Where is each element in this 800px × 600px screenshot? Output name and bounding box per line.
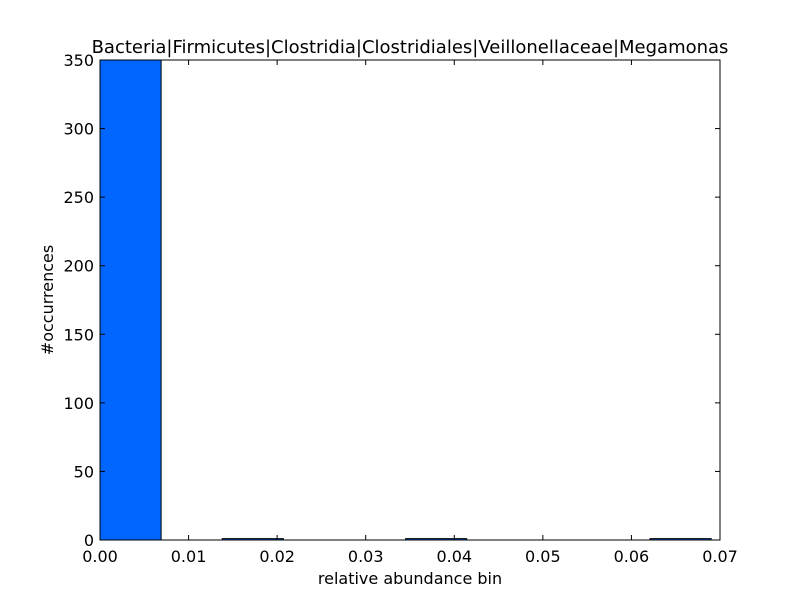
- x-tick-label: 0.06: [614, 547, 650, 566]
- histogram-bar: [405, 538, 468, 540]
- y-tick-label: 100: [63, 394, 94, 413]
- x-tick-label: 0.01: [171, 547, 207, 566]
- x-tick-label: 0.04: [436, 547, 472, 566]
- x-tick-label: 0.07: [702, 547, 738, 566]
- x-tick-label: 0.03: [348, 547, 384, 566]
- y-tick-label: 250: [63, 188, 94, 207]
- histogram-bar: [649, 538, 712, 540]
- chart-title: Bacteria|Firmicutes|Clostridia|Clostridi…: [92, 37, 729, 58]
- y-tick-label: 150: [63, 325, 94, 344]
- y-tick-label: 0: [84, 531, 94, 550]
- x-tick-label: 0.00: [82, 547, 118, 566]
- y-axis-label: #occurrences: [38, 245, 57, 355]
- x-tick-label: 0.02: [259, 547, 295, 566]
- ticks-group: 0.00 0.01 0.02 0.03 0.04 0.05 0.06 0.07 0 50 100 15…: [63, 51, 737, 566]
- plot-background: [100, 60, 720, 540]
- histogram-bar: [221, 538, 284, 540]
- y-tick-label: 350: [63, 51, 94, 70]
- bars-group: [100, 60, 712, 540]
- histogram-bar: [100, 60, 162, 540]
- x-tick-label: 0.05: [525, 547, 561, 566]
- y-tick-label: 200: [63, 257, 94, 276]
- plot-frame: [99, 59, 721, 541]
- y-tick-label: 50: [74, 462, 94, 481]
- y-tick-label: 300: [63, 120, 94, 139]
- x-axis-label: relative abundance bin: [318, 569, 502, 588]
